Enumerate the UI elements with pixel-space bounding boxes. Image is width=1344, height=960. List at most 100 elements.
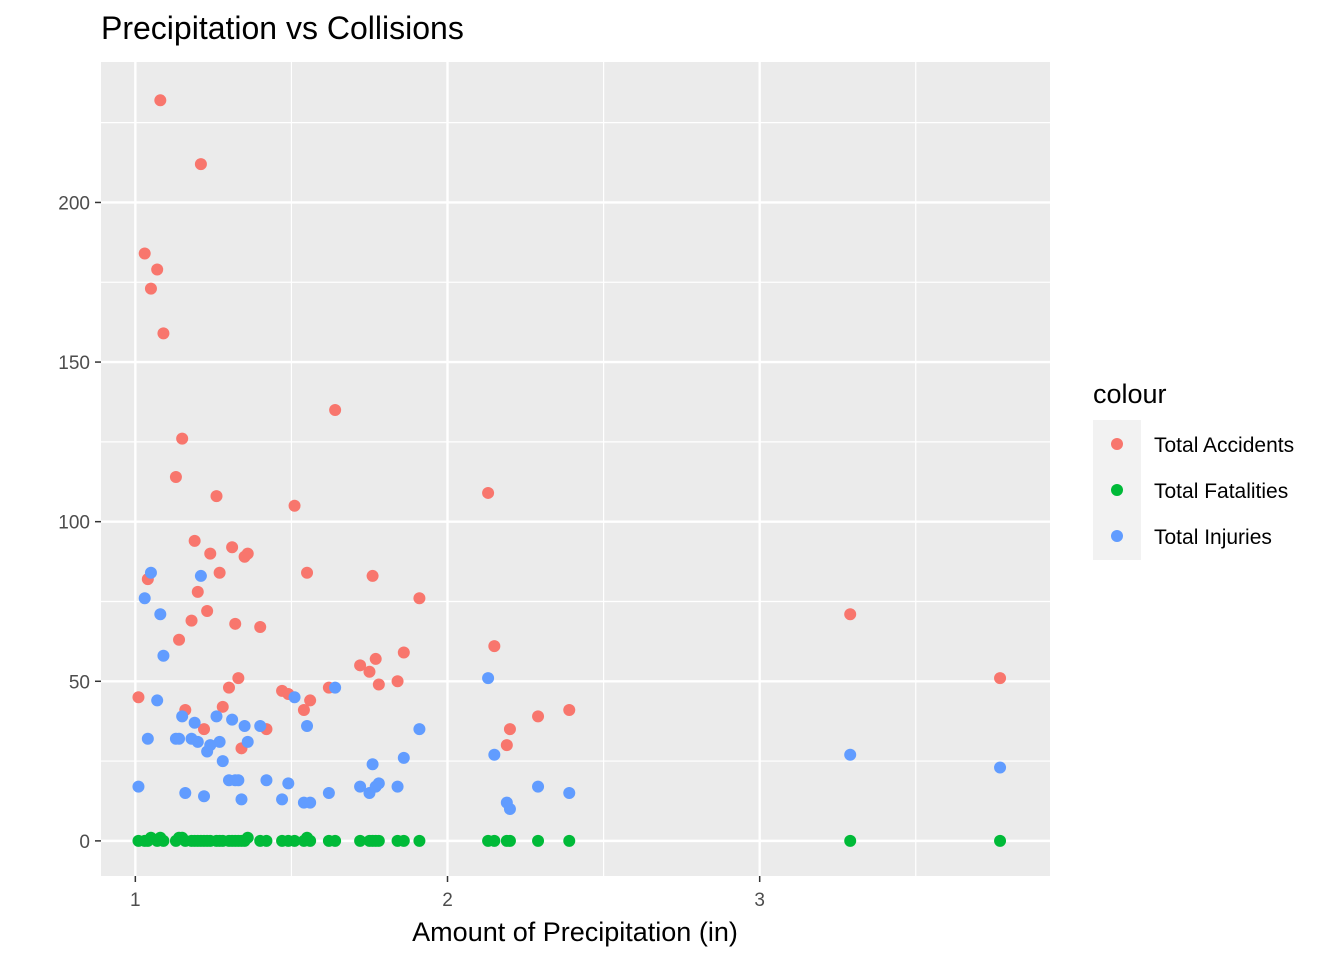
point-total-fatalities [532, 834, 545, 847]
plot-panel [101, 62, 1050, 876]
point-total-accidents [194, 158, 207, 171]
point-total-accidents [232, 672, 245, 685]
point-total-accidents [329, 403, 342, 416]
point-total-accidents [241, 547, 254, 560]
point-total-injuries [844, 748, 857, 761]
point-total-injuries [226, 713, 239, 726]
grid-major [101, 62, 1050, 876]
point-total-injuries [157, 649, 170, 662]
point-total-injuries [563, 787, 576, 800]
point-total-injuries [260, 774, 273, 787]
point-total-accidents [222, 681, 235, 694]
point-total-accidents [413, 592, 426, 605]
point-total-injuries [503, 802, 516, 815]
point-total-injuries [301, 719, 314, 732]
point-total-accidents [844, 608, 857, 621]
point-total-injuries [238, 719, 251, 732]
point-total-accidents [354, 659, 367, 672]
axis-ticks [95, 201, 761, 882]
point-total-accidents [132, 691, 145, 704]
point-total-injuries [322, 787, 335, 800]
point-total-accidents [201, 605, 214, 618]
point-total-injuries [282, 777, 295, 790]
point-total-injuries [173, 732, 186, 745]
point-total-accidents [304, 694, 317, 707]
point-total-accidents [154, 94, 167, 107]
point-total-accidents [369, 652, 382, 665]
point-total-accidents [532, 710, 545, 723]
point-total-accidents [173, 633, 186, 646]
point-total-injuries [194, 569, 207, 582]
point-total-injuries [191, 735, 204, 748]
point-total-accidents [188, 534, 201, 547]
point-total-fatalities [844, 834, 857, 847]
point-total-injuries [304, 796, 317, 809]
point-total-accidents [500, 739, 513, 752]
point-total-injuries [288, 691, 301, 704]
point-total-injuries [144, 566, 157, 579]
point-total-accidents [144, 282, 157, 295]
x-tick-label: 1 [130, 890, 141, 911]
point-total-injuries [391, 780, 404, 793]
point-total-accidents [185, 614, 198, 627]
point-total-accidents [138, 247, 151, 260]
point-total-injuries [482, 672, 495, 685]
point-total-accidents [372, 678, 385, 691]
point-total-accidents [503, 723, 516, 736]
point-total-fatalities [241, 831, 254, 844]
legend-items: Total Accidents Total Fatalities Total Inj… [1111, 434, 1294, 549]
point-total-accidents [482, 486, 495, 499]
point-total-accidents [366, 569, 379, 582]
point-total-accidents [229, 617, 242, 630]
legend-label: Total Injuries [1154, 526, 1272, 549]
point-total-injuries [141, 732, 154, 745]
point-total-accidents [213, 566, 226, 579]
point-total-fatalities [397, 834, 410, 847]
point-total-accidents [254, 621, 267, 634]
point-total-accidents [216, 700, 229, 713]
point-total-accidents [488, 640, 501, 653]
point-total-injuries [151, 694, 164, 707]
point-total-injuries [216, 755, 229, 768]
point-total-accidents [994, 672, 1007, 685]
legend-label: Total Accidents [1154, 434, 1294, 457]
legend-title: colour [1093, 379, 1167, 409]
point-total-injuries [154, 608, 167, 621]
point-total-injuries [372, 777, 385, 790]
x-tick-label: 3 [754, 890, 765, 911]
point-total-injuries [235, 793, 248, 806]
point-total-accidents [204, 547, 217, 560]
point-total-accidents [301, 566, 314, 579]
y-tick-label: 50 [69, 672, 90, 693]
point-total-injuries [210, 710, 223, 723]
point-total-injuries [241, 735, 254, 748]
point-total-injuries [354, 780, 367, 793]
point-total-injuries [204, 739, 217, 752]
point-total-fatalities [503, 834, 516, 847]
point-total-accidents [176, 432, 189, 445]
point-total-injuries [179, 787, 192, 800]
point-total-injuries [532, 780, 545, 793]
point-total-injuries [232, 774, 245, 787]
point-total-fatalities [488, 834, 501, 847]
y-tick-label: 200 [58, 193, 90, 214]
point-total-fatalities [157, 834, 170, 847]
legend-key-total-fatalities [1111, 484, 1123, 496]
point-total-injuries [397, 751, 410, 764]
point-total-accidents [191, 585, 204, 598]
x-tick-label: 2 [442, 890, 453, 911]
y-tick-label: 100 [58, 513, 90, 534]
y-tick-label: 0 [79, 832, 90, 853]
grid-minor [101, 62, 1050, 876]
point-total-injuries [276, 793, 289, 806]
point-total-injuries [254, 719, 267, 732]
legend-key-total-injuries [1111, 530, 1123, 542]
point-total-fatalities [304, 834, 317, 847]
y-axis-tick-labels: 0 50 100 150 200 [58, 193, 90, 852]
point-total-accidents [288, 499, 301, 512]
point-total-injuries [488, 748, 501, 761]
legend-label: Total Fatalities [1154, 480, 1288, 503]
point-total-fatalities [354, 834, 367, 847]
legend-key-total-accidents [1111, 438, 1123, 450]
